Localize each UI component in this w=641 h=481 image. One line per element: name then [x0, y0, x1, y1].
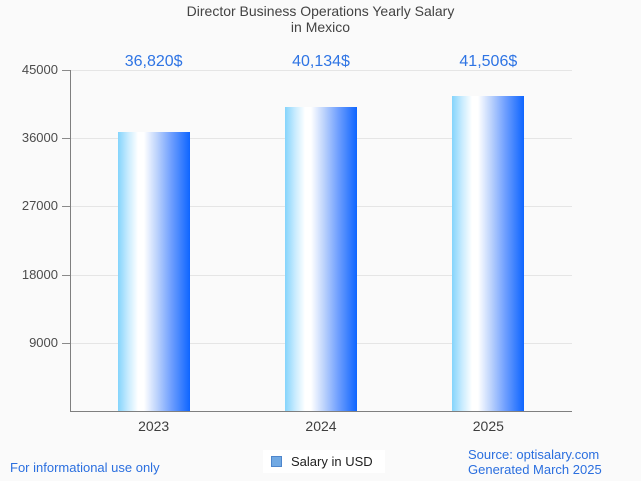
source-line[interactable]: Source: optisalary.com: [468, 447, 600, 462]
y-tick-label: 36000: [21, 130, 58, 146]
chart-title: Director Business Operations Yearly Sala…: [0, 3, 641, 35]
gridline: [70, 70, 572, 71]
chart-title-line-2: in Mexico: [290, 19, 351, 35]
legend-square-icon: [271, 456, 282, 467]
legend[interactable]: Salary in USD: [263, 450, 385, 473]
chart-title-line-1: Director Business Operations Yearly Sala…: [186, 3, 455, 19]
disclaimer-text: For informational use only: [10, 460, 160, 475]
x-axis-line: [70, 411, 572, 412]
source-block[interactable]: Source: optisalary.com Generated March 2…: [468, 447, 602, 477]
x-tick-label: 2023: [138, 418, 170, 434]
bar-2024[interactable]: [285, 106, 357, 411]
y-axis-tick: [62, 274, 70, 276]
y-axis-line: [70, 70, 71, 411]
value-label: 41,506$: [459, 53, 518, 70]
legend-label: Salary in USD: [291, 454, 373, 469]
value-label: 40,134$: [292, 53, 350, 70]
y-tick-label: 27000: [21, 198, 58, 214]
x-tick-label: 2024: [305, 418, 337, 434]
y-axis-tick: [62, 138, 70, 140]
x-tick-label: 2025: [472, 418, 504, 434]
bar-2023[interactable]: [117, 131, 190, 411]
bar-2025[interactable]: [452, 96, 525, 411]
value-label: 36,820$: [124, 53, 183, 70]
y-tick-label: 18000: [21, 266, 58, 282]
y-axis-tick: [62, 70, 70, 71]
y-tick-label: 9000: [29, 334, 58, 350]
y-axis-tick: [62, 342, 70, 344]
y-axis-tick: [62, 206, 70, 208]
y-tick-label: 45000: [21, 62, 58, 77]
generated-line: Generated March 2025: [468, 462, 602, 477]
